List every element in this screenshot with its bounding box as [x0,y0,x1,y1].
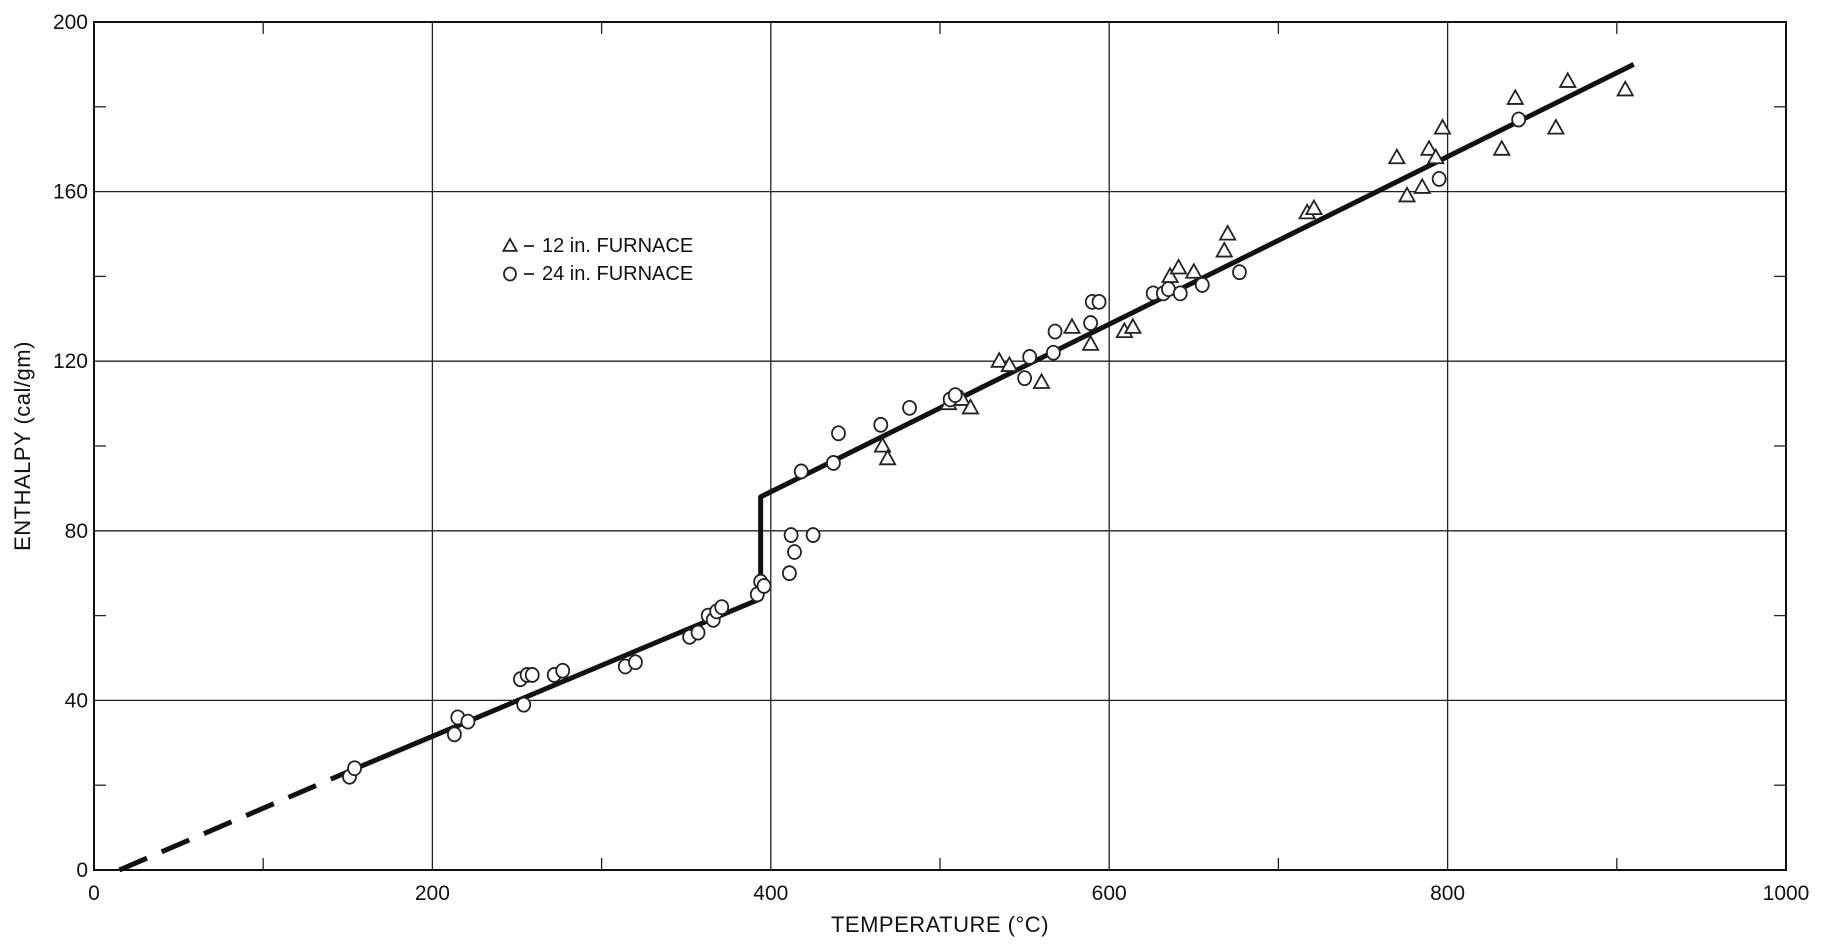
data-point-triangle [1184,262,1203,279]
data-point-circle [793,463,809,480]
data-point-circle [1045,344,1061,361]
fit-line-solid [355,62,1635,771]
y-tick-label: 160 [53,181,88,204]
data-point-circle [805,527,821,543]
x-tick-label: 1000 [1763,882,1810,905]
data-point-triangle [1387,147,1406,165]
data-point-circle [1083,315,1098,331]
x-tick-label: 600 [1092,882,1127,905]
data-point-circle [782,565,797,582]
data-point-triangle [1419,139,1439,156]
data-point-circle [516,696,532,713]
data-point-triangle [1492,139,1511,156]
data-point-circle [1017,370,1032,387]
data-point-circle [947,387,963,404]
data-point-circle [714,599,730,616]
data-point-circle [555,662,571,679]
legend: 12 in. FURNACE 24 in. FURNACE [501,235,693,285]
data-point-triangle [1506,88,1525,105]
data-point-triangle [1032,372,1051,389]
data-point-triangle [1218,224,1237,241]
legend-label: 12 in. FURNACE [542,235,693,257]
grid-lines [93,21,1787,871]
data-point-circle [460,713,476,730]
data-point-circle [1511,111,1527,128]
fit-line-extrapolated [118,765,358,873]
data-point-circle [1431,170,1447,187]
data-point-triangle [961,397,980,415]
data-point-triangle [1558,71,1577,88]
data-point-circle [1047,323,1063,340]
data-point-triangle [1123,317,1143,334]
data-point-triangle [1616,79,1635,97]
y-tick-label: 0 [76,859,88,882]
data-point-triangle [1215,241,1234,258]
data-point-triangle [1169,258,1188,275]
data-point-circle [1172,285,1188,302]
data-point-triangle [1062,317,1082,334]
data-point-circle [347,760,362,777]
x-axis-tick-labels: 0 200 400 600 800 1000 [88,882,1809,905]
x-tick-label: 200 [415,882,450,905]
data-point-circle [756,578,772,594]
data-point-triangle [873,436,892,453]
data-point-circle [826,455,841,471]
data-point-circle [446,726,462,743]
minor-ticks [94,22,1786,870]
data-point-circle [628,654,643,671]
data-point-triangle [1081,334,1100,351]
data-point-circle [873,416,889,433]
data-point-triangle [1304,198,1324,216]
data-point-triangle [1546,118,1566,135]
data-point-circle [902,399,917,416]
data-point-triangle [990,351,1009,368]
data-point-triangle [1397,185,1417,203]
data-point-triangle [1000,355,1019,372]
data-point-triangle [1413,177,1432,194]
data-point-circle [1194,276,1210,293]
data-point-circle [1022,349,1038,365]
y-tick-label: 80 [65,520,88,543]
legend-circle-icon [503,266,517,282]
fit-line [118,62,1635,873]
data-point-triangle [1433,118,1452,135]
data-point-triangle [878,448,897,466]
y-axis-tick-labels: 0 40 80 120 160 200 [53,11,88,882]
legend-label: 24 in. FURNACE [542,263,693,285]
data-point-circle [524,667,540,683]
data-point-circle [1232,264,1247,281]
data-point-circle [831,425,846,442]
data-point-triangle [1426,147,1445,165]
data-point-circle [690,624,706,641]
plot-frame [93,21,1787,871]
data-point-circle [787,544,802,560]
y-tick-label: 40 [65,689,88,712]
x-axis-label: TEMPERATURE (°C) [831,912,1049,937]
y-axis-label: ENTHALPY (cal/gm) [10,341,35,551]
x-tick-label: 800 [1430,882,1465,905]
legend-triangle-icon [501,237,519,252]
data-point-circle [783,527,799,543]
y-tick-label: 200 [53,11,88,34]
data-point-circle [1091,293,1107,310]
y-tick-label: 120 [53,350,88,373]
x-tick-label: 400 [753,882,788,905]
x-tick-label: 0 [88,882,100,905]
data-points [342,71,1635,785]
